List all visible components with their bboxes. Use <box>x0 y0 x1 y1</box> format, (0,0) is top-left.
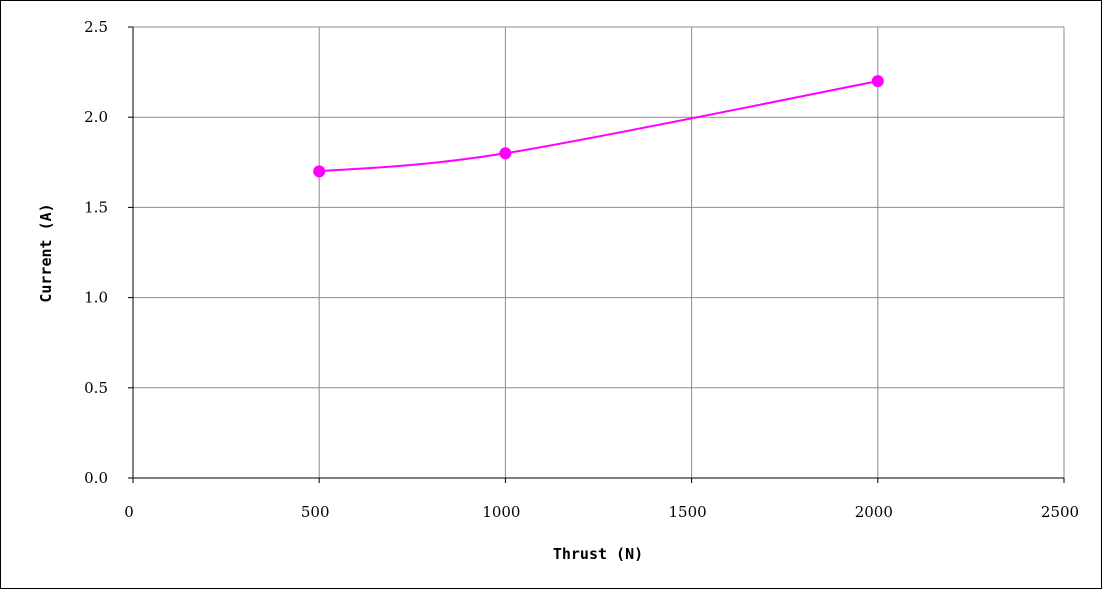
data-point <box>313 165 326 178</box>
y-tick-labels: 0.0 0.5 1.0 1.5 2.0 2.5 <box>84 18 108 487</box>
data-point <box>871 75 884 88</box>
x-tick-labels: 0 500 1000 1500 2000 2500 <box>124 503 1079 521</box>
x-tick-label: 500 <box>301 503 330 521</box>
y-tick-label: 0.0 <box>84 469 108 487</box>
y-tick-label: 0.5 <box>84 379 108 397</box>
y-axis-label: Current (A) <box>37 203 55 302</box>
x-tick-label: 1500 <box>669 503 707 521</box>
data-point <box>499 147 512 160</box>
series-group <box>313 75 884 178</box>
y-tick-label: 2.5 <box>84 18 108 36</box>
x-tick-label: 1000 <box>482 503 520 521</box>
x-tick-label: 0 <box>124 503 134 521</box>
y-tick-label: 2.0 <box>84 108 108 126</box>
x-tick-label: 2000 <box>855 503 893 521</box>
x-tick-label: 2500 <box>1041 503 1079 521</box>
axes <box>128 26 1065 483</box>
x-axis-label: Thrust (N) <box>553 545 643 563</box>
plot-area <box>133 27 1064 478</box>
y-tick-label: 1.0 <box>84 289 108 307</box>
grid-lines <box>133 26 1065 478</box>
series-line <box>319 80 878 173</box>
y-tick-label: 1.5 <box>84 198 108 216</box>
